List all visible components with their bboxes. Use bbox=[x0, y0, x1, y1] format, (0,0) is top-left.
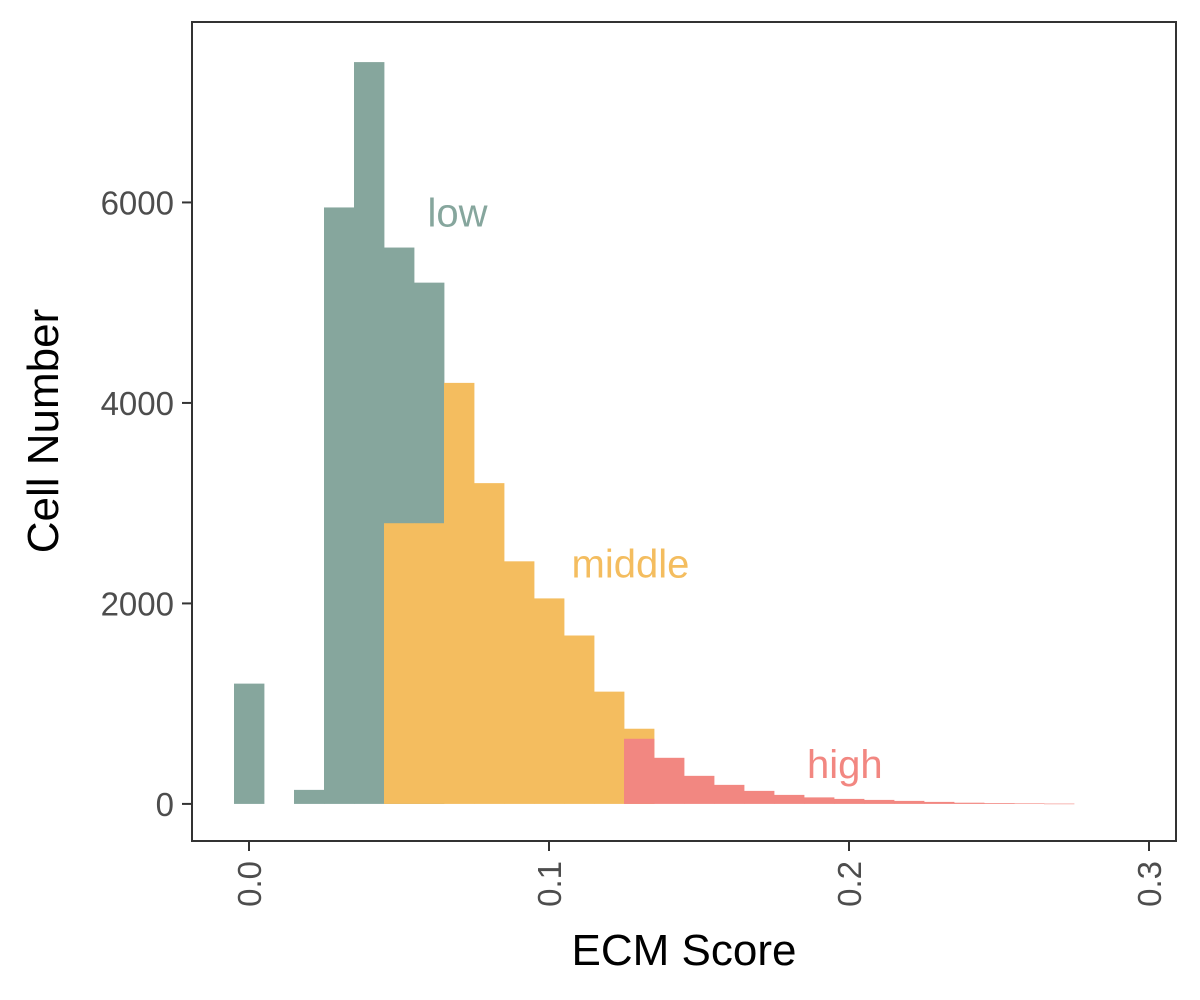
x-tick-label: 0.1 bbox=[531, 861, 568, 907]
bars-layer bbox=[234, 62, 1075, 805]
histogram-bar-high bbox=[744, 790, 775, 804]
histogram-bar-low bbox=[324, 207, 355, 804]
histogram-bar-low bbox=[354, 62, 385, 804]
histogram-bar-middle bbox=[414, 523, 445, 804]
histogram-bar-high bbox=[1044, 803, 1075, 805]
y-axis: 0 2000 4000 6000 bbox=[101, 184, 192, 823]
histogram-bar-high bbox=[954, 802, 985, 804]
y-axis-title: Cell Number bbox=[19, 309, 68, 554]
panel-border bbox=[191, 21, 1177, 842]
group-label-high: high bbox=[807, 743, 883, 787]
x-axis-title: ECM Score bbox=[572, 926, 797, 975]
histogram-bar-middle bbox=[534, 598, 565, 804]
histogram-bar-middle bbox=[594, 691, 625, 804]
x-tick-label: 0.2 bbox=[831, 861, 868, 907]
histogram-bar-high bbox=[624, 738, 655, 804]
histogram-bar-middle bbox=[474, 483, 505, 804]
x-axis: 0.0 0.1 0.2 0.3 bbox=[231, 841, 1168, 907]
histogram-bar-middle bbox=[564, 635, 595, 804]
histogram-bar-high bbox=[924, 801, 955, 804]
histogram-bar-middle bbox=[384, 523, 415, 804]
annotations-layer: low middle high bbox=[428, 191, 883, 786]
y-tick-label: 2000 bbox=[101, 585, 174, 622]
y-tick-label: 6000 bbox=[101, 184, 174, 221]
histogram-bar-low bbox=[294, 789, 325, 804]
histogram-bar-high bbox=[984, 803, 1015, 804]
histogram-bar-high bbox=[714, 784, 745, 804]
y-tick-label: 4000 bbox=[101, 385, 174, 422]
group-label-middle: middle bbox=[572, 542, 690, 586]
x-tick-label: 0.3 bbox=[1131, 861, 1168, 907]
histogram-bar-low bbox=[234, 683, 265, 804]
group-label-low: low bbox=[428, 191, 488, 235]
histogram-bar-high bbox=[654, 757, 685, 804]
histogram-bar-high bbox=[834, 798, 865, 804]
histogram-bar-middle bbox=[504, 561, 535, 804]
histogram-bar-high bbox=[864, 799, 895, 804]
histogram-bar-middle bbox=[444, 382, 475, 804]
histogram-bar-high bbox=[684, 775, 715, 804]
y-tick-label: 0 bbox=[156, 786, 174, 823]
histogram-bar-high bbox=[774, 794, 805, 804]
histogram-bar-high bbox=[894, 800, 925, 804]
x-tick-label: 0.0 bbox=[231, 861, 268, 907]
histogram-bar-high bbox=[804, 797, 835, 804]
histogram-bar-high bbox=[1014, 803, 1045, 805]
